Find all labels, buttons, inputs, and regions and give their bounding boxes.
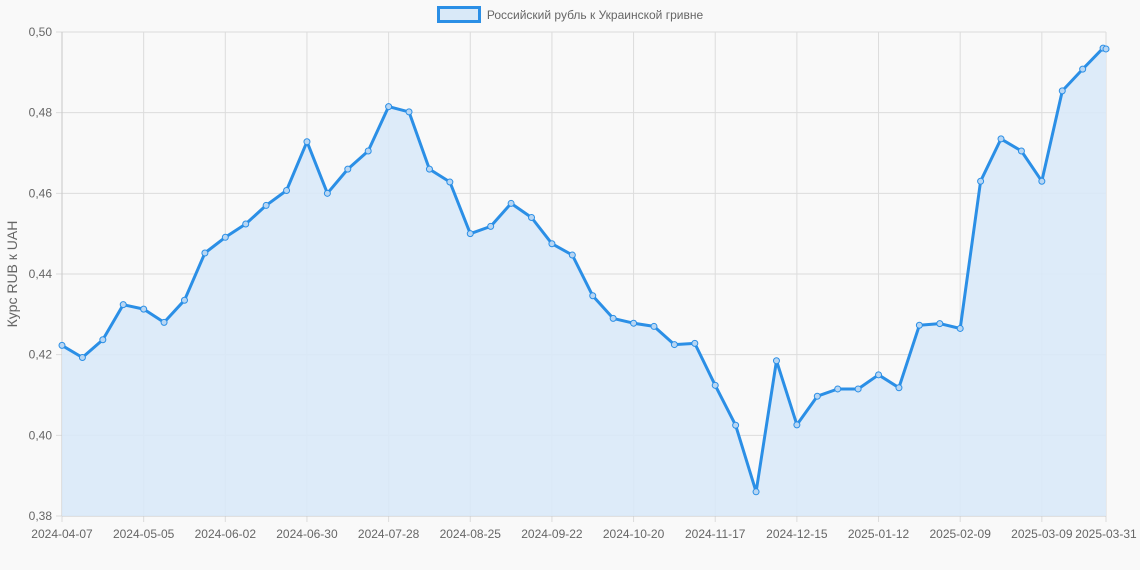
data-point[interactable] — [834, 385, 842, 393]
y-tick-label: 0,48 — [29, 106, 53, 120]
data-point[interactable] — [997, 135, 1005, 143]
data-point[interactable] — [323, 189, 331, 197]
y-tick-label: 0,50 — [29, 25, 53, 39]
legend-swatch-icon — [436, 6, 481, 23]
data-point[interactable] — [221, 233, 229, 241]
data-point[interactable] — [201, 249, 209, 257]
area-fill — [62, 48, 1106, 516]
y-tick-label: 0,46 — [29, 186, 53, 200]
data-point[interactable] — [283, 187, 291, 195]
data-point[interactable] — [140, 305, 148, 313]
data-point[interactable] — [364, 147, 372, 155]
data-point[interactable] — [99, 336, 107, 344]
data-point[interactable] — [895, 384, 903, 392]
data-point[interactable] — [1079, 65, 1087, 73]
legend-item[interactable]: Российский рубль к Украинской гривне — [0, 6, 1140, 23]
data-point[interactable] — [385, 103, 393, 111]
x-tick-label: 2024-05-05 — [113, 527, 175, 541]
x-tick-label: 2024-07-28 — [358, 527, 420, 541]
data-point[interactable] — [650, 322, 658, 330]
data-point[interactable] — [813, 392, 821, 400]
data-point[interactable] — [528, 214, 536, 222]
x-tick-label: 2025-03-31 — [1075, 527, 1137, 541]
data-point[interactable] — [691, 339, 699, 347]
x-tick-label: 2024-10-20 — [603, 527, 665, 541]
data-point[interactable] — [670, 341, 678, 349]
x-tick-label: 2024-06-02 — [195, 527, 257, 541]
data-point[interactable] — [630, 319, 638, 327]
data-point[interactable] — [875, 371, 883, 379]
data-point[interactable] — [487, 222, 495, 230]
data-point[interactable] — [732, 421, 740, 429]
data-point[interactable] — [936, 320, 944, 328]
data-point[interactable] — [977, 177, 985, 185]
data-point[interactable] — [242, 220, 250, 228]
data-point[interactable] — [568, 251, 576, 259]
x-axis-ticks: 2024-04-07 2024-05-05 2024-06-02 2024-06-30… — [31, 527, 1137, 541]
x-tick-label: 2024-04-07 — [31, 527, 93, 541]
data-point[interactable] — [772, 357, 780, 365]
data-point[interactable] — [1102, 45, 1110, 53]
data-point[interactable] — [1058, 87, 1066, 95]
y-tick-label: 0,44 — [29, 267, 53, 281]
data-point[interactable] — [160, 318, 168, 326]
data-point[interactable] — [956, 324, 964, 332]
data-point[interactable] — [446, 178, 454, 186]
y-axis-title: Курс RUB к UAH — [4, 221, 20, 328]
data-point[interactable] — [548, 240, 556, 248]
data-point[interactable] — [119, 301, 127, 309]
data-point[interactable] — [1017, 147, 1025, 155]
data-point[interactable] — [1038, 177, 1046, 185]
x-tick-label: 2025-03-09 — [1011, 527, 1073, 541]
data-point[interactable] — [180, 296, 188, 304]
x-tick-label: 2024-12-15 — [766, 527, 828, 541]
y-tick-label: 0,38 — [29, 509, 53, 523]
data-point[interactable] — [78, 353, 86, 361]
x-tick-label: 2025-02-09 — [929, 527, 991, 541]
data-point[interactable] — [793, 421, 801, 429]
x-tick-label: 2025-01-12 — [848, 527, 910, 541]
x-tick-label: 2024-09-22 — [521, 527, 583, 541]
y-tick-label: 0,40 — [29, 428, 53, 442]
data-points — [58, 44, 1110, 496]
data-point[interactable] — [262, 201, 270, 209]
data-point[interactable] — [425, 165, 433, 173]
data-point[interactable] — [405, 108, 413, 116]
legend-label: Российский рубль к Украинской гривне — [486, 7, 704, 22]
data-point[interactable] — [752, 488, 760, 496]
data-point[interactable] — [344, 165, 352, 173]
y-tick-label: 0,42 — [29, 348, 53, 362]
data-point[interactable] — [303, 138, 311, 146]
y-axis-ticks: 0,38 0,40 0,42 0,44 0,46 0,48 0,50 — [29, 25, 53, 523]
data-point[interactable] — [915, 321, 923, 329]
x-tick-label: 2024-08-25 — [440, 527, 502, 541]
data-point[interactable] — [58, 341, 66, 349]
x-tick-label: 2024-06-30 — [276, 527, 338, 541]
data-point[interactable] — [589, 292, 597, 300]
data-point[interactable] — [711, 381, 719, 389]
data-point[interactable] — [854, 385, 862, 393]
data-point[interactable] — [466, 230, 474, 238]
data-point[interactable] — [507, 199, 515, 207]
x-tick-label: 2024-11-17 — [685, 527, 746, 541]
data-point[interactable] — [609, 314, 617, 322]
